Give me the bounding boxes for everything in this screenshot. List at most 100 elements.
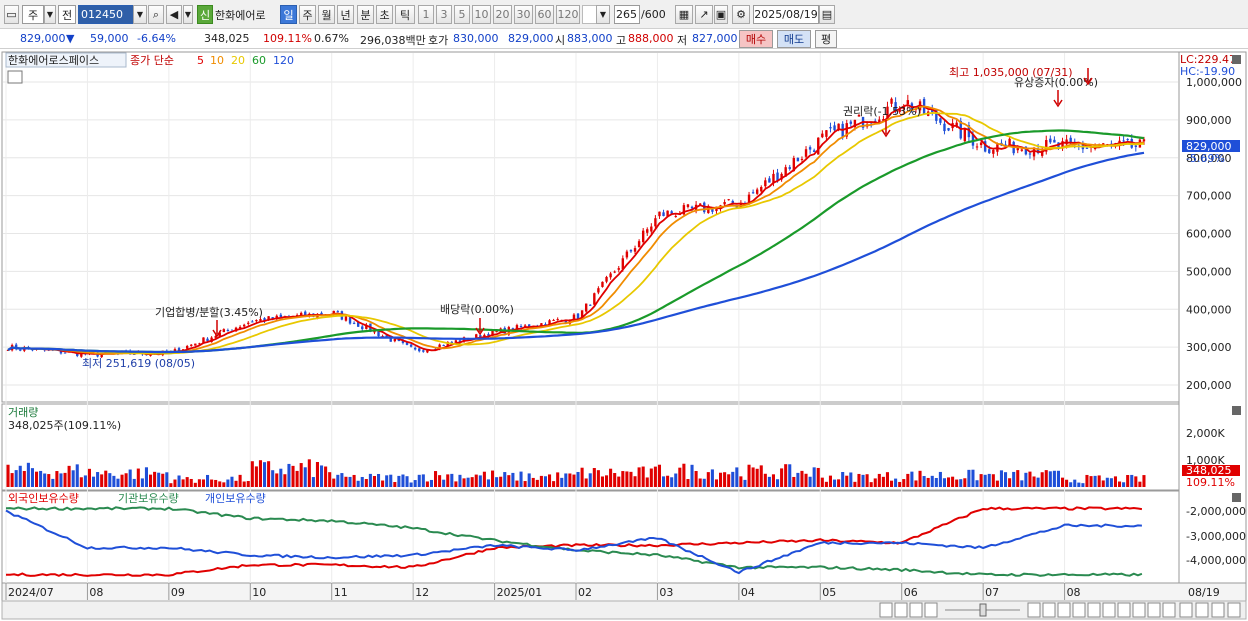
x-axis-label: 04: [741, 586, 755, 599]
volume-bar: [144, 467, 148, 487]
font-size-icon[interactable]: [1227, 602, 1241, 618]
volume-bar: [218, 481, 222, 487]
zoom-plus-icon[interactable]: [1211, 602, 1225, 618]
count-input[interactable]: 265: [614, 5, 640, 24]
reset-icon[interactable]: [1162, 602, 1176, 618]
current-price: 829,000: [20, 32, 66, 45]
volume-bar: [531, 477, 535, 487]
interval-20[interactable]: 20: [493, 5, 512, 24]
candle-body: [304, 311, 307, 317]
price-close-icon[interactable]: [1232, 55, 1241, 64]
ma-line-10: [7, 105, 1145, 355]
sell-button[interactable]: 매도: [777, 30, 811, 48]
interval-label: 120: [557, 8, 579, 21]
interval-label: 20: [495, 8, 510, 21]
market-select[interactable]: 주: [22, 5, 44, 24]
grid-icon[interactable]: [1117, 602, 1131, 618]
export-icon[interactable]: [1072, 602, 1086, 618]
volume-bar: [442, 479, 446, 487]
compare-icon[interactable]: [1102, 602, 1116, 618]
x-axis-label: 10: [252, 586, 266, 599]
x-axis-label: 2024/07: [8, 586, 54, 599]
candle-body: [267, 316, 270, 321]
prev-button[interactable]: 전: [58, 5, 76, 24]
buy-button[interactable]: 매수: [739, 30, 773, 48]
interval-5[interactable]: 5: [454, 5, 470, 24]
interval-120[interactable]: 120: [556, 5, 580, 24]
volume-bar: [527, 473, 531, 487]
zoom-slider-handle[interactable]: [979, 603, 987, 617]
date-input[interactable]: 2025/08/19: [753, 5, 819, 24]
config-icon[interactable]: [1132, 602, 1146, 618]
candle-body: [348, 317, 352, 324]
scroll-right-icon[interactable]: [879, 602, 893, 618]
stock-legend-box[interactable]: [5, 52, 127, 68]
gear-icon[interactable]: ⚙: [732, 5, 750, 24]
print-icon[interactable]: [1057, 602, 1071, 618]
candle-body: [1016, 147, 1019, 151]
candle-body: [808, 147, 812, 150]
count-max-label: /600: [641, 8, 666, 21]
eval-button[interactable]: 평: [815, 30, 837, 48]
speaker-icon[interactable]: ◀: [166, 5, 182, 24]
turnover-rate: 0.67%: [314, 32, 349, 45]
volume-bar: [588, 473, 592, 487]
volume-bar: [1109, 478, 1113, 487]
scroll-first-icon[interactable]: [894, 602, 908, 618]
volume-bar: [26, 462, 30, 487]
interval-10[interactable]: 10: [472, 5, 491, 24]
window-icon[interactable]: ▭: [4, 5, 19, 24]
period-month[interactable]: 월: [318, 5, 335, 24]
interval-3[interactable]: 3: [436, 5, 452, 24]
price-tick-labels: 1,000,000 900,000 800,000 700,000 600,000 500…: [1186, 76, 1242, 392]
period-tick[interactable]: 틱: [395, 5, 415, 24]
period-second[interactable]: 초: [376, 5, 393, 24]
interval-60[interactable]: 60: [535, 5, 554, 24]
save-icon[interactable]: ▣: [714, 5, 728, 24]
magnify-icon[interactable]: [1147, 602, 1161, 618]
trend-tool-icon[interactable]: ↗: [695, 5, 713, 24]
candle-body: [527, 324, 531, 328]
period-minute[interactable]: 분: [357, 5, 374, 24]
volume-bar: [987, 473, 991, 487]
event-arrow-head: [881, 129, 891, 138]
search-icon[interactable]: ⌕: [148, 5, 164, 24]
volume-bar: [1004, 472, 1008, 487]
candle-body: [1028, 153, 1032, 155]
period-week[interactable]: 주: [299, 5, 316, 24]
stop-icon[interactable]: [909, 602, 923, 618]
volume-bar: [43, 473, 47, 487]
market-dropdown-icon[interactable]: ▼: [44, 5, 56, 24]
holdings-close-icon[interactable]: [1232, 493, 1241, 502]
candle-body: [939, 118, 942, 123]
code-dropdown-icon[interactable]: ▼: [133, 5, 147, 24]
layout-icon[interactable]: [1027, 602, 1041, 618]
indicator-icon[interactable]: [1087, 602, 1101, 618]
candle-body: [890, 98, 893, 104]
interval-30[interactable]: 30: [514, 5, 533, 24]
zoom-in-icon[interactable]: [1179, 602, 1193, 618]
candle-body: [572, 314, 576, 321]
candle-body: [336, 311, 340, 313]
candle-body: [6, 349, 10, 351]
interval-dropdown-icon[interactable]: ▼: [596, 5, 610, 24]
volume-bar: [796, 472, 800, 487]
crosshair-icon[interactable]: [1042, 602, 1056, 618]
candle-body: [446, 341, 449, 347]
speaker-dropdown-icon[interactable]: ▼: [183, 5, 193, 24]
grid-toggle-icon[interactable]: [7, 70, 23, 84]
legend-ma-60: 60: [252, 54, 266, 67]
volume-bar: [670, 477, 674, 487]
interval-1[interactable]: 1: [418, 5, 434, 24]
volume-close-icon[interactable]: [1232, 406, 1241, 415]
volume-bar: [336, 474, 340, 487]
volume-bar: [364, 479, 368, 487]
chart-type-icon[interactable]: ▦: [675, 5, 693, 24]
calendar-icon[interactable]: ▤: [819, 5, 835, 24]
period-year[interactable]: 년: [337, 5, 354, 24]
zoom-out-icon[interactable]: [1195, 602, 1209, 618]
scroll-last-icon[interactable]: [924, 602, 938, 618]
period-day[interactable]: 일: [280, 5, 297, 24]
stock-code-input[interactable]: 012450: [78, 5, 136, 24]
volume-bar: [1036, 477, 1040, 487]
